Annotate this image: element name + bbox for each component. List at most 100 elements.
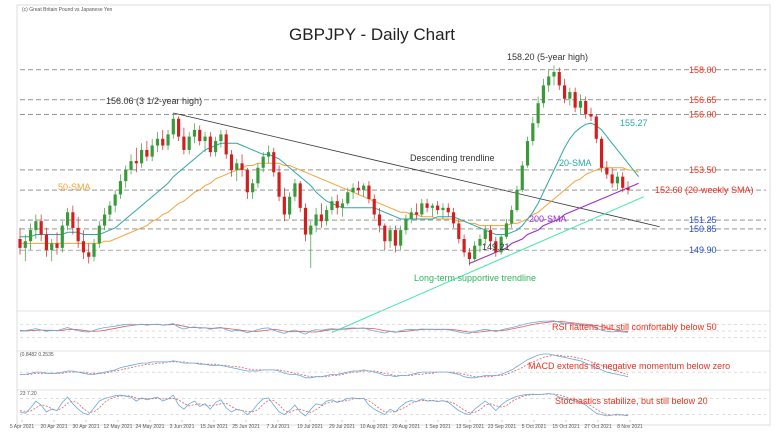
candle-body [504,223,508,237]
candle-body [108,205,112,215]
candle-body [330,201,334,211]
x-tick-label: 5 Apr 2021 [10,424,34,430]
candle-body [584,100,588,115]
candle-body [298,183,302,208]
candle-body [626,187,630,191]
candle-body [182,136,186,150]
annotation-200-sma: 200-SMA [529,214,567,224]
candle-body [293,183,297,197]
candle-body [483,230,487,239]
candle-body [335,201,339,208]
candle-body [103,214,107,226]
level-label-150.85: 150.85 [689,224,717,234]
candle-body [140,149,144,164]
level-label-156.00: 156.00 [689,109,717,119]
candle-body [367,185,371,199]
stochastics-main-line [19,393,629,417]
macd-note: MACD extends its negative momentum below… [528,361,730,371]
rsi-note: RSI flattens but still comfortably below… [552,322,717,332]
candle-body [467,252,471,260]
annotation-20-sma: 20-SMA [559,158,592,168]
descending-trendline [173,112,660,228]
candle-body [621,176,625,188]
macd-panel-header: (0.8482 0.2535 [20,352,54,358]
candle-body [76,227,80,242]
level-label-151.25: 151.25 [689,215,717,225]
candle-body [124,169,128,182]
x-tick-label: 20 Aug 2021 [392,424,420,430]
candle-body [351,187,355,193]
candle-body [129,161,133,170]
level-label-149.90: 149.90 [689,245,717,255]
candle-body [346,192,350,204]
macd-signal-line [20,354,629,378]
candle-body [314,214,318,226]
candle-body [446,207,450,213]
candle-body [187,136,191,150]
candle-body [457,223,461,239]
candle-body [240,163,244,170]
candle-body [219,134,223,142]
x-tick-label: 15 Jun 2021 [200,424,228,430]
candle-body [288,196,292,215]
x-tick-label: 24 May 2021 [136,424,165,430]
candle-body [309,225,313,235]
stochastics-panel-header: 23 7.20 [20,391,37,397]
candle-body [81,241,86,253]
x-tick-label: 15 Oct 2021 [552,424,579,430]
candle-body [65,212,70,226]
candle-body [536,103,540,124]
candle-body [462,238,466,253]
candle-body [18,238,22,248]
candle-body [251,183,255,193]
x-tick-label: 7 Jul 2021 [266,424,289,430]
candle-body [87,252,91,257]
candle-body [161,138,165,146]
candle-body [23,241,27,248]
candle-body [155,138,160,146]
rsi-signal-line [20,321,629,333]
candle-body [404,218,408,231]
annotation-20-sma-value: 155.27 [620,118,648,128]
candle-body [414,212,419,215]
candle-body [261,156,265,168]
rsi-main-line [19,320,629,335]
candle-body [494,241,498,253]
candle-body [145,149,149,157]
annotation-5-year-high: 158.20 (5-year high) [507,52,588,62]
candle-body [245,169,249,193]
candle-body [28,230,33,242]
candle-body [198,129,202,142]
x-tick-label: 1 Sep 2021 [425,424,451,430]
candle-body [362,185,366,191]
candle-body [166,134,170,146]
candle-body [340,203,345,208]
candle-body [372,198,376,215]
candle-body [520,165,524,191]
x-tick-label: 19 Jul 2021 [297,424,323,430]
x-tick-label: 23 Sep 2021 [488,424,517,430]
candle-body [599,138,604,168]
level-label-158.00: 158.00 [689,65,717,75]
candle-body [525,141,530,166]
candle-body [573,92,577,108]
candle-body [473,245,477,260]
candle-body [92,243,96,257]
candle-body [256,167,260,184]
x-tick-label: 8 Nov 2021 [617,424,643,430]
candle-body [589,114,593,117]
x-tick-label: 20 Apr 2021 [41,424,68,430]
candle-body [393,230,397,246]
candle-body [71,212,75,228]
candle-body [383,225,387,242]
candle-body [208,136,212,153]
candle-body [192,129,197,137]
x-tick-label: 29 Jul 2021 [329,424,355,430]
candle-body [562,85,567,99]
candle-body [171,118,175,135]
x-tick-label: 10 Aug 2021 [360,424,388,430]
chart-title: GBPJPY - Daily Chart [289,25,455,44]
candle-body [615,176,620,184]
annotation-descending-trendline: Descending trendline [410,153,495,163]
candle-body [229,154,234,170]
